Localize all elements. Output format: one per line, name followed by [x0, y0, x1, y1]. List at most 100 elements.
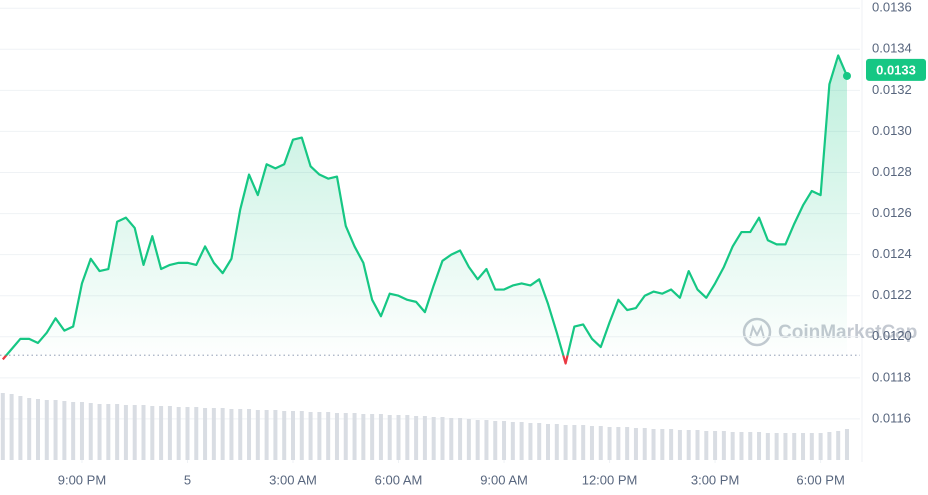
current-price-label: 0.0133: [876, 62, 916, 77]
volume-bar: [651, 429, 656, 460]
volume-bar: [695, 430, 700, 460]
volume-bar: [730, 432, 735, 460]
volume-bar: [642, 428, 647, 460]
volume-bar: [18, 396, 23, 460]
volume-bar: [783, 433, 788, 460]
volume-bar: [299, 411, 304, 460]
volume-bar: [625, 427, 630, 460]
volume-bar: [677, 430, 682, 460]
volume-bar: [159, 406, 164, 460]
price-line: [1, 54, 849, 365]
volume-bar: [484, 420, 489, 460]
volume-bar: [273, 410, 278, 460]
volume-bar: [572, 425, 577, 460]
volume-bar: [669, 429, 674, 460]
volume-bar: [510, 422, 515, 460]
volume-bar: [554, 424, 559, 460]
y-tick-label: 0.0132: [872, 82, 912, 97]
volume-bar: [528, 423, 533, 460]
volume-bar: [123, 405, 128, 460]
volume-bar: [264, 410, 269, 460]
y-tick-label: 0.0128: [872, 164, 912, 179]
y-tick-label: 0.0134: [872, 41, 912, 56]
volume-bar: [633, 428, 638, 460]
volume-bar: [326, 412, 331, 460]
volume-bar: [836, 431, 841, 460]
volume-bar: [370, 414, 375, 460]
volume-bar: [607, 427, 612, 460]
x-tick-label: 6:00 PM: [796, 472, 844, 487]
volume-bar: [422, 416, 427, 460]
y-tick-label: 0.0130: [872, 123, 912, 138]
volume-bar: [352, 413, 357, 460]
volume-bar: [598, 426, 603, 460]
volume-bar: [686, 430, 691, 460]
volume-bar: [378, 414, 383, 460]
volume-bar: [71, 402, 76, 460]
y-tick-label: 0.0118: [872, 369, 911, 384]
volume-bar: [53, 400, 58, 460]
last-point: [842, 71, 851, 80]
volume-bar: [220, 408, 225, 460]
y-tick-label: 0.0116: [872, 410, 911, 425]
volume-bar: [334, 413, 339, 460]
volume-bar: [361, 414, 366, 460]
x-tick-label: 9:00 AM: [480, 472, 528, 487]
volume-bar: [343, 413, 348, 460]
volume-bar: [449, 418, 454, 460]
volume-bar: [546, 424, 551, 460]
volume-bar: [211, 408, 216, 460]
volume-bar: [414, 416, 419, 460]
volume-bar: [713, 431, 718, 460]
volume-bar: [0, 393, 5, 460]
volume-bar: [502, 421, 507, 460]
volume-bar: [282, 411, 287, 460]
x-tick-label: 5: [184, 472, 191, 487]
volume-bar: [405, 415, 410, 460]
volume-bar: [238, 409, 243, 460]
volume-bar: [167, 406, 172, 460]
volume-bar: [493, 421, 498, 460]
volume-bar: [792, 433, 797, 460]
volume-bar: [308, 412, 313, 460]
y-tick-label: 0.0124: [872, 246, 912, 261]
volume-bar: [774, 433, 779, 460]
volume-bar: [818, 433, 823, 460]
volume-bar: [440, 417, 445, 460]
volume-bar: [194, 407, 199, 460]
volume-bar: [801, 433, 806, 460]
volume-bar: [757, 432, 762, 460]
y-tick-label: 0.0120: [872, 328, 912, 343]
volume-bar: [79, 402, 84, 460]
volume-bar: [739, 432, 744, 460]
volume-bar: [827, 432, 832, 460]
volume-bar: [132, 405, 137, 460]
volume-bar: [431, 417, 436, 460]
volume-bar: [115, 404, 120, 460]
volume-bar: [519, 422, 524, 460]
x-tick-label: 6:00 AM: [375, 472, 423, 487]
volume-bar: [809, 433, 814, 460]
volume-bar: [229, 409, 234, 460]
volume-bar: [466, 419, 471, 460]
volume-bar: [290, 411, 295, 460]
x-tick-label: 3:00 PM: [691, 472, 739, 487]
volume-bar: [563, 425, 568, 460]
y-tick-label: 0.0126: [872, 205, 912, 220]
volume-bar: [106, 404, 111, 460]
volume-bar: [475, 420, 480, 460]
x-tick-label: 9:00 PM: [58, 472, 106, 487]
volume-bar: [88, 403, 93, 460]
volume-bar: [396, 415, 401, 460]
volume-bar: [27, 398, 32, 460]
volume-bar: [704, 431, 709, 460]
volume-bar: [62, 401, 67, 460]
current-price-badge: [866, 58, 926, 81]
x-tick-label: 12:00 PM: [582, 472, 638, 487]
volume-bar: [581, 425, 586, 460]
y-tick-label: 0.0122: [872, 287, 912, 302]
volume-bar: [721, 431, 726, 460]
x-tick-label: 3:00 AM: [269, 472, 317, 487]
